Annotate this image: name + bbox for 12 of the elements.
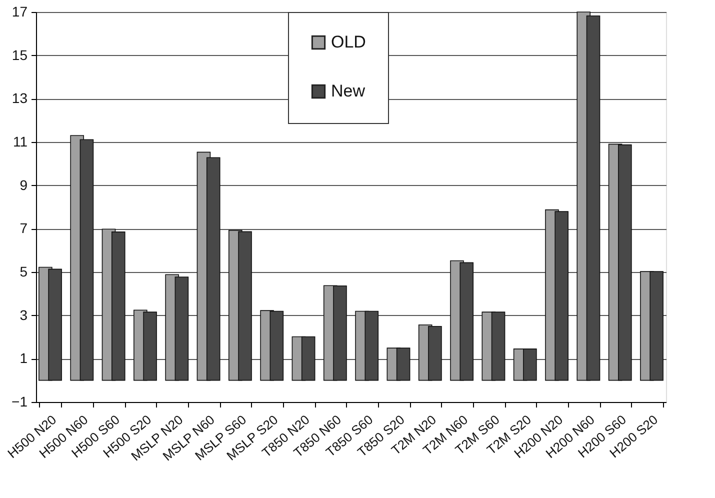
y-tick-label: 13: [12, 90, 28, 106]
y-tick-label: 11: [12, 134, 28, 150]
y-tick-label: 3: [20, 306, 28, 323]
legend-label: OLD: [331, 32, 366, 52]
y-tick-label: 7: [20, 220, 28, 236]
y-tick-label: 5: [20, 264, 28, 280]
y-tick-label: −1: [12, 394, 28, 410]
y-tick-label: 15: [12, 46, 28, 63]
y-tick-label: 9: [20, 176, 28, 193]
y-tick-label: 17: [12, 4, 28, 20]
y-tick-label: 1: [20, 350, 28, 366]
legend-label: New: [331, 82, 366, 100]
